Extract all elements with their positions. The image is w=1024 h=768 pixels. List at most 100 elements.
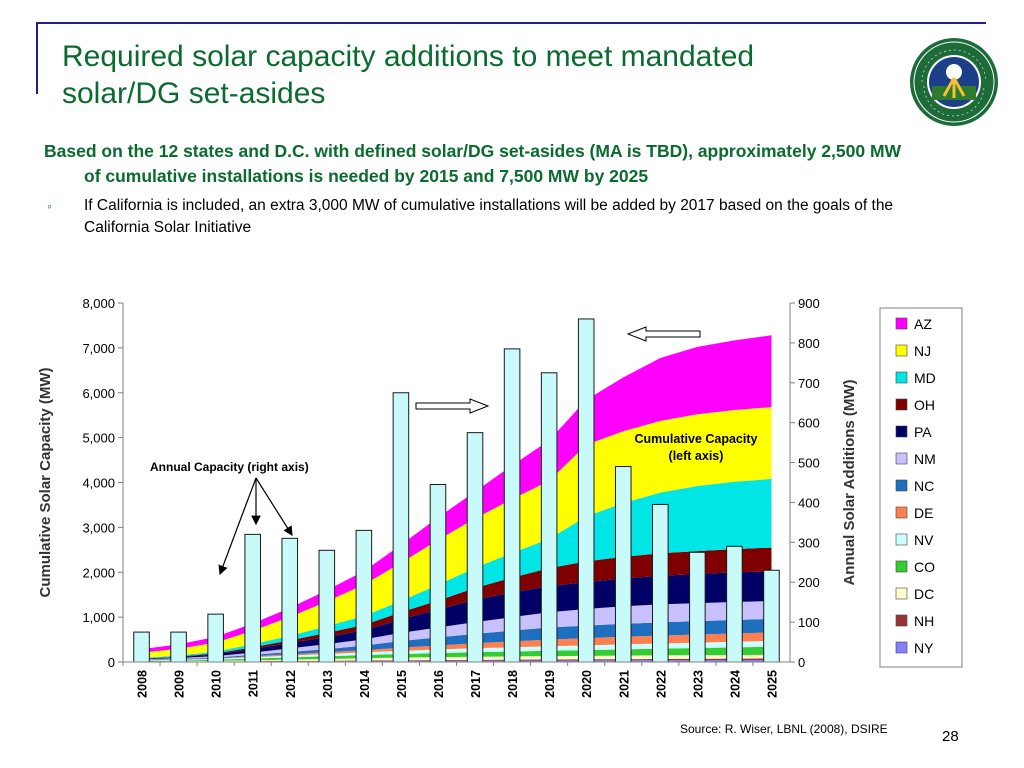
area-series-nh — [141, 658, 772, 662]
legend-label-az: AZ — [914, 316, 932, 332]
annual-capacity-annotation: Annual Capacity (right axis) — [150, 460, 309, 474]
legend-label-de: DE — [914, 505, 933, 521]
annual-bar-2010 — [207, 613, 224, 663]
legend-swatch-nc — [895, 479, 908, 492]
area-series-oh — [141, 547, 772, 659]
annual-bar-2017 — [466, 432, 484, 663]
y-left-tick-label: 7,000 — [82, 341, 115, 356]
x-tick-label: 2022 — [654, 670, 668, 698]
y-left-tick-label: 5,000 — [82, 431, 115, 446]
area-series-az — [141, 335, 772, 653]
annual-bar-2014 — [355, 529, 373, 663]
cumulative-area-layer — [141, 335, 772, 662]
y-right-tick-label: 700 — [798, 376, 820, 391]
area-series-nm — [141, 600, 772, 660]
area-series-nj — [141, 407, 772, 659]
department-of-energy-seal-logo — [910, 38, 998, 126]
y-right-tick-label: 900 — [798, 296, 820, 311]
cumulative-capacity-annotation: Cumulative Capacity — [635, 432, 758, 446]
y-left-tick-label: 0 — [108, 655, 115, 670]
sub-bullet-text: If California is included, an extra 3,00… — [84, 197, 894, 236]
legend-swatch-az — [895, 317, 908, 330]
legend-box — [879, 307, 963, 668]
main-bullet: Based on the 12 states and D.C. with def… — [44, 141, 902, 186]
annotation-pointer-arrow — [255, 477, 293, 537]
annual-bar-2009 — [170, 631, 187, 663]
legend-label-ny: NY — [914, 640, 934, 656]
source-note: Source: R. Wiser, LBNL (2008), DSIRE — [680, 722, 888, 736]
legend-label-nh: NH — [914, 613, 934, 629]
annual-bar-2013 — [318, 549, 336, 663]
y-right-tick-label: 100 — [798, 615, 820, 630]
cumulative-capacity-annotation: (left axis) — [669, 449, 724, 463]
annual-bar-2016 — [429, 483, 447, 663]
area-series-de — [141, 632, 772, 661]
area-series-ny — [141, 659, 772, 662]
legend-swatch-de — [895, 506, 908, 519]
slide-title: Required solar capacity additions to mee… — [62, 40, 755, 110]
annual-bar-2025 — [763, 569, 780, 663]
area-series-co — [141, 646, 772, 662]
x-tick-label: 2023 — [691, 670, 705, 698]
y-axis-right-title: Annual Solar Additions (MW) — [841, 379, 858, 585]
annual-bar-2011 — [244, 533, 261, 663]
area-series-pa — [141, 571, 772, 660]
legend-label-oh: OH — [914, 397, 935, 413]
x-tick-label: 2008 — [136, 670, 150, 698]
legend-swatch-nj — [895, 344, 908, 357]
x-tick-label: 2014 — [358, 670, 372, 698]
annual-bar-2021 — [614, 466, 632, 663]
page-number: 28 — [942, 728, 959, 745]
y-right-tick-label: 400 — [798, 495, 820, 510]
legend-swatch-nv — [895, 533, 908, 546]
slide-body: Based on the 12 states and D.C. with def… — [44, 139, 904, 239]
x-tick-label: 2009 — [173, 670, 187, 698]
solar-capacity-chart: 0 1,000 2,000 3,000 4,000 5,000 6,000 7,000 8,00… — [37, 296, 963, 698]
legend-swatch-nm — [895, 452, 908, 465]
annual-bar-2012 — [281, 537, 299, 663]
x-tick-label: 2011 — [247, 670, 261, 697]
legend-label-nm: NM — [914, 451, 936, 467]
y-left-tick-label: 8,000 — [82, 296, 115, 311]
x-tick-label: 2016 — [432, 670, 446, 698]
x-tick-label: 2013 — [321, 670, 335, 698]
y-right-tick-label: 0 — [798, 655, 805, 670]
legend-swatch-oh — [895, 398, 908, 411]
annual-bar-2023 — [689, 551, 706, 663]
legend-swatch-dc — [895, 587, 908, 600]
x-tick-label: 2017 — [469, 670, 483, 698]
left-pointing-block-arrow — [626, 326, 701, 342]
annual-bar-2008 — [133, 631, 150, 663]
area-series-nv — [141, 640, 772, 662]
annual-bar-2022 — [652, 503, 669, 663]
y-left-tick-label: 6,000 — [82, 386, 115, 401]
y-right-tick-label: 200 — [798, 575, 820, 590]
legend-label-co: CO — [914, 559, 935, 575]
area-series-nc — [141, 618, 772, 661]
x-tick-label: 2024 — [728, 670, 742, 698]
x-tick-label: 2015 — [395, 670, 409, 698]
y-left-tick-label: 4,000 — [82, 476, 115, 491]
x-tick-label: 2010 — [210, 670, 224, 698]
y-axis-left-title: Cumulative Solar Capacity (MW) — [37, 367, 54, 597]
axes-layer: 0 1,000 2,000 3,000 4,000 5,000 6,000 7,000 8,00… — [37, 296, 858, 698]
y-right-tick-label: 300 — [798, 535, 820, 550]
legend-label-nv: NV — [914, 532, 934, 548]
legend-label-dc: DC — [914, 586, 934, 602]
legend-swatch-ny — [895, 641, 908, 654]
annotation-pointer-arrow — [218, 477, 257, 576]
right-pointing-block-arrow — [415, 398, 490, 414]
annual-bar-2020 — [577, 318, 595, 663]
y-left-tick-label: 2,000 — [82, 565, 115, 580]
sub-bullet-item: ◦ If California is included, an extra 3,… — [44, 195, 904, 239]
legend-swatch-pa — [895, 425, 908, 438]
annual-bars-layer — [133, 318, 780, 663]
annual-bar-2019 — [540, 372, 558, 663]
annual-bar-2018 — [503, 348, 521, 663]
x-tick-label: 2021 — [617, 670, 631, 698]
y-right-tick-label: 500 — [798, 456, 820, 471]
legend-swatch-md — [895, 371, 908, 384]
legend-label-nj: NJ — [914, 343, 931, 359]
x-tick-label: 2018 — [506, 670, 520, 698]
y-left-tick-label: 3,000 — [82, 520, 115, 535]
